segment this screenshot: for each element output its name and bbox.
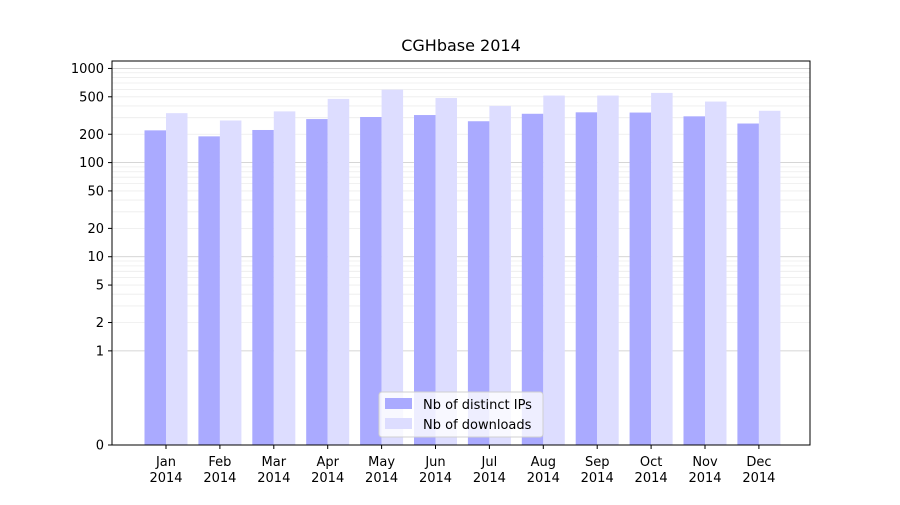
- x-tick-label: Aug 2014: [527, 455, 560, 486]
- bar-distinct-ips: [737, 123, 759, 445]
- bars: [144, 89, 781, 446]
- bar-downloads: [489, 105, 511, 445]
- y-tick-label: 0: [96, 439, 104, 454]
- plot-frame: [111, 60, 811, 446]
- bar-distinct-ips: [683, 116, 705, 445]
- bar-distinct-ips: [306, 119, 328, 446]
- legend-swatch: [385, 418, 412, 429]
- bar-downloads: [166, 113, 188, 445]
- legend-box: [378, 391, 544, 438]
- x-tick-label: Sep 2014: [581, 455, 614, 486]
- bar-downloads: [597, 95, 619, 446]
- x-tick-label: Feb 2014: [203, 455, 236, 486]
- bar-downloads: [273, 111, 296, 445]
- legend-label: Nb of distinct IPs: [423, 398, 532, 413]
- bar-downloads: [435, 98, 457, 445]
- legend-swatch: [385, 398, 412, 409]
- y-tick-label: 500: [79, 90, 104, 105]
- axes: 0 1 2 5 10 20 50 100 200 500 1000 Jan 2014 Feb 2014 Mar…: [71, 60, 811, 486]
- x-tick-label: Jan 2014: [149, 455, 182, 486]
- chart-title: CGHbase 2014: [401, 36, 521, 55]
- bar-distinct-ips: [575, 112, 598, 445]
- bar-downloads: [651, 92, 673, 445]
- bar-distinct-ips: [360, 117, 382, 446]
- bar-distinct-ips: [198, 136, 220, 445]
- y-tick-label: 20: [87, 222, 104, 237]
- x-tick-label: Mar 2014: [257, 455, 290, 486]
- y-tick-label: 200: [79, 128, 104, 143]
- bar-distinct-ips: [144, 130, 166, 445]
- x-tick-label: Jun 2014: [419, 455, 452, 486]
- x-tick-label: May 2014: [365, 455, 398, 486]
- x-tick-label: Jul 2014: [473, 455, 506, 486]
- bar-downloads: [543, 95, 565, 446]
- bar-distinct-ips: [629, 112, 652, 445]
- y-tick-label: 2: [96, 316, 104, 331]
- x-tick-label: Dec 2014: [742, 455, 775, 486]
- bar-downloads: [219, 120, 242, 446]
- bar-downloads: [705, 101, 727, 445]
- bar-downloads: [327, 98, 350, 445]
- bar-distinct-ips: [252, 129, 274, 446]
- legend-label: Nb of downloads: [423, 418, 532, 433]
- bar-distinct-ips: [414, 115, 436, 445]
- y-tick-label: 10: [87, 250, 104, 265]
- y-tick-label: 50: [87, 184, 104, 199]
- legend: Nb of distinct IPs Nb of downloads: [378, 391, 544, 438]
- bar-downloads: [758, 110, 781, 445]
- x-tick-label: Oct 2014: [635, 455, 668, 486]
- y-tick-label: 100: [79, 156, 104, 171]
- bar-downloads: [381, 89, 404, 445]
- x-tick-label: Nov 2014: [688, 455, 721, 486]
- bar-distinct-ips: [467, 121, 490, 445]
- y-tick-label: 5: [96, 279, 104, 294]
- bar-distinct-ips: [521, 113, 544, 445]
- y-tick-label: 1000: [71, 62, 104, 77]
- y-tick-label: 1: [96, 344, 104, 359]
- x-tick-label: Apr 2014: [311, 455, 344, 486]
